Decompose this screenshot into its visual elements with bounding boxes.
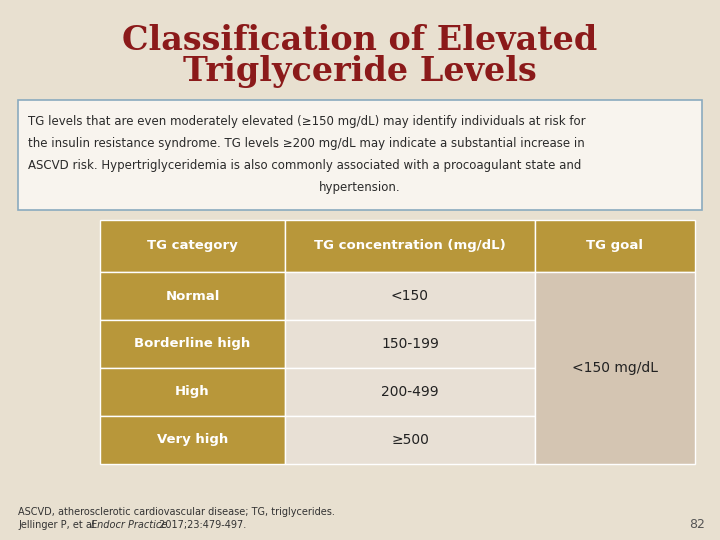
FancyBboxPatch shape bbox=[535, 272, 695, 464]
FancyBboxPatch shape bbox=[18, 100, 702, 210]
Text: hypertension.: hypertension. bbox=[319, 181, 401, 194]
Text: <150 mg/dL: <150 mg/dL bbox=[572, 361, 658, 375]
Text: Triglyceride Levels: Triglyceride Levels bbox=[183, 56, 537, 89]
FancyBboxPatch shape bbox=[285, 220, 535, 272]
Text: ASCVD risk. Hypertriglyceridemia is also commonly associated with a procoagulant: ASCVD risk. Hypertriglyceridemia is also… bbox=[28, 159, 581, 172]
Text: 150-199: 150-199 bbox=[381, 337, 439, 351]
FancyBboxPatch shape bbox=[285, 368, 535, 416]
Text: Classification of Elevated: Classification of Elevated bbox=[122, 24, 598, 57]
Text: TG category: TG category bbox=[147, 240, 238, 253]
Text: ASCVD, atherosclerotic cardiovascular disease; TG, triglycerides.: ASCVD, atherosclerotic cardiovascular di… bbox=[18, 507, 335, 517]
Text: Endocr Practice: Endocr Practice bbox=[91, 520, 167, 530]
FancyBboxPatch shape bbox=[285, 272, 535, 320]
Text: ≥500: ≥500 bbox=[391, 433, 429, 447]
Text: Jellinger P, et al.: Jellinger P, et al. bbox=[18, 520, 101, 530]
FancyBboxPatch shape bbox=[285, 320, 535, 368]
Text: <150: <150 bbox=[391, 289, 429, 303]
Text: TG goal: TG goal bbox=[587, 240, 644, 253]
Text: Borderline high: Borderline high bbox=[135, 338, 251, 350]
Text: TG concentration (mg/dL): TG concentration (mg/dL) bbox=[314, 240, 506, 253]
FancyBboxPatch shape bbox=[100, 220, 285, 272]
Text: TG levels that are even moderately elevated (≥150 mg/dL) may identify individual: TG levels that are even moderately eleva… bbox=[28, 116, 585, 129]
Text: 82: 82 bbox=[689, 518, 705, 531]
Text: the insulin resistance syndrome. TG levels ≥200 mg/dL may indicate a substantial: the insulin resistance syndrome. TG leve… bbox=[28, 138, 585, 151]
Text: High: High bbox=[175, 386, 210, 399]
Text: Normal: Normal bbox=[166, 289, 220, 302]
Text: Very high: Very high bbox=[157, 434, 228, 447]
FancyBboxPatch shape bbox=[285, 416, 535, 464]
FancyBboxPatch shape bbox=[100, 416, 285, 464]
Text: 200-499: 200-499 bbox=[381, 385, 438, 399]
Text: . 2017;23:479-497.: . 2017;23:479-497. bbox=[153, 520, 246, 530]
FancyBboxPatch shape bbox=[100, 320, 285, 368]
FancyBboxPatch shape bbox=[100, 368, 285, 416]
FancyBboxPatch shape bbox=[100, 272, 285, 320]
FancyBboxPatch shape bbox=[535, 220, 695, 272]
